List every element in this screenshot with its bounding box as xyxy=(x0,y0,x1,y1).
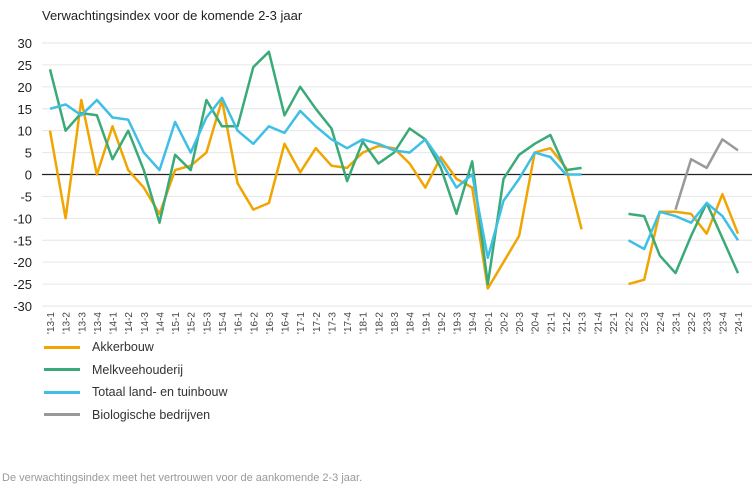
x-tick-label: '14-1 xyxy=(109,312,120,334)
x-tick-label: '15-4 xyxy=(218,312,229,334)
y-tick-label: -25 xyxy=(13,277,32,292)
x-tick-label: '17-2 xyxy=(312,312,323,334)
x-tick-label: '14-2 xyxy=(124,312,135,334)
x-tick-label: '14-3 xyxy=(140,312,151,334)
series-line-totaal-land-en-tuinbouw xyxy=(49,96,740,260)
x-tick-label: '18-1 xyxy=(359,312,370,334)
x-tick-label: '19-2 xyxy=(437,312,448,334)
legend-swatch xyxy=(44,413,80,417)
x-tick-label: '22-2 xyxy=(625,312,636,334)
x-tick-label: '18-2 xyxy=(374,312,385,334)
legend-item-biologisch: Biologische bedrijven xyxy=(44,404,228,427)
x-tick-label: '22-3 xyxy=(640,312,651,334)
x-tick-label: '23-3 xyxy=(703,312,714,334)
x-tick-label: '17-1 xyxy=(296,312,307,334)
x-tick-label: '19-4 xyxy=(468,312,479,334)
footnote: De verwachtingsindex meet het vertrouwen… xyxy=(2,472,363,484)
y-tick-label: 5 xyxy=(25,146,32,161)
x-tick-label: '21-3 xyxy=(578,312,589,334)
x-tick-label: '20-1 xyxy=(484,312,495,334)
legend-item-melkveehouderij: Melkveehouderij xyxy=(44,359,228,382)
x-tick-label: '16-4 xyxy=(281,312,292,334)
x-tick-label: '20-2 xyxy=(499,312,510,334)
x-tick-label: '17-3 xyxy=(327,312,338,334)
legend-item-akkerbouw: Akkerbouw xyxy=(44,336,228,359)
legend-swatch xyxy=(44,390,80,394)
legend: Akkerbouw Melkveehouderij Totaal land- e… xyxy=(44,336,228,426)
series-line-melkveehouderij xyxy=(48,50,740,286)
y-tick-label: 15 xyxy=(18,102,32,117)
y-tick-label: -20 xyxy=(13,255,32,270)
series-line-biologische-bedrijven xyxy=(674,138,739,210)
y-tick-label: -15 xyxy=(13,233,32,248)
x-tick-label: '18-3 xyxy=(390,312,401,334)
y-tick-label: -10 xyxy=(13,211,32,226)
x-tick-label: '21-2 xyxy=(562,312,573,334)
x-tick-label: '22-4 xyxy=(656,312,667,334)
line-chart: 30 25 20 15 10 5 0 -5 -10 -15 -20 -25 -30 '13-1 '13-2 '… xyxy=(13,36,752,334)
legend-swatch xyxy=(44,368,80,372)
x-tick-label: '20-4 xyxy=(531,312,542,334)
y-tick-label: -30 xyxy=(13,299,32,314)
x-tick-label: '19-3 xyxy=(453,312,464,334)
y-tick-label: 25 xyxy=(18,58,32,73)
legend-label: Biologische bedrijven xyxy=(92,407,211,422)
x-tick-label: '13-2 xyxy=(62,312,73,334)
legend-swatch xyxy=(44,345,80,349)
x-tick-label: '17-4 xyxy=(343,312,354,334)
y-tick-label: 20 xyxy=(18,80,32,95)
series-line-akkerbouw xyxy=(48,98,740,290)
x-tick-label: '16-2 xyxy=(249,312,260,334)
x-tick-label: '13-3 xyxy=(77,312,88,334)
y-tick-label: 0 xyxy=(25,168,32,183)
y-tick-label: 10 xyxy=(18,124,32,139)
x-tick-label: '23-2 xyxy=(687,312,698,334)
chart-title: Verwachtingsindex voor de komende 2-3 ja… xyxy=(42,8,303,23)
x-tick-label: '21-4 xyxy=(593,312,604,334)
y-tick-label: 30 xyxy=(18,36,32,51)
x-tick-label: '19-1 xyxy=(421,312,432,334)
x-tick-label: '18-4 xyxy=(406,312,417,334)
x-tick-label: '23-4 xyxy=(718,312,729,334)
x-tick-label: '21-1 xyxy=(546,312,557,334)
x-tick-label: '16-3 xyxy=(265,312,276,334)
x-tick-label: '13-4 xyxy=(93,312,104,334)
x-tick-label: '15-1 xyxy=(171,312,182,334)
x-tick-label: '15-2 xyxy=(187,312,198,334)
legend-item-totaal: Totaal land- en tuinbouw xyxy=(44,381,228,404)
legend-label: Akkerbouw xyxy=(92,340,154,355)
x-tick-label: '16-1 xyxy=(234,312,245,334)
x-tick-label: '20-3 xyxy=(515,312,526,334)
x-tick-label: '23-1 xyxy=(671,312,682,334)
x-tick-label: '14-4 xyxy=(155,312,166,334)
x-tick-label: '15-3 xyxy=(202,312,213,334)
x-tick-label: '22-1 xyxy=(609,312,620,334)
x-tick-label: '13-1 xyxy=(46,312,57,334)
x-tick-label: '24-1 xyxy=(734,312,745,334)
y-tick-label: -5 xyxy=(20,189,32,204)
legend-label: Melkveehouderij xyxy=(92,362,184,377)
legend-label: Totaal land- en tuinbouw xyxy=(92,385,228,400)
